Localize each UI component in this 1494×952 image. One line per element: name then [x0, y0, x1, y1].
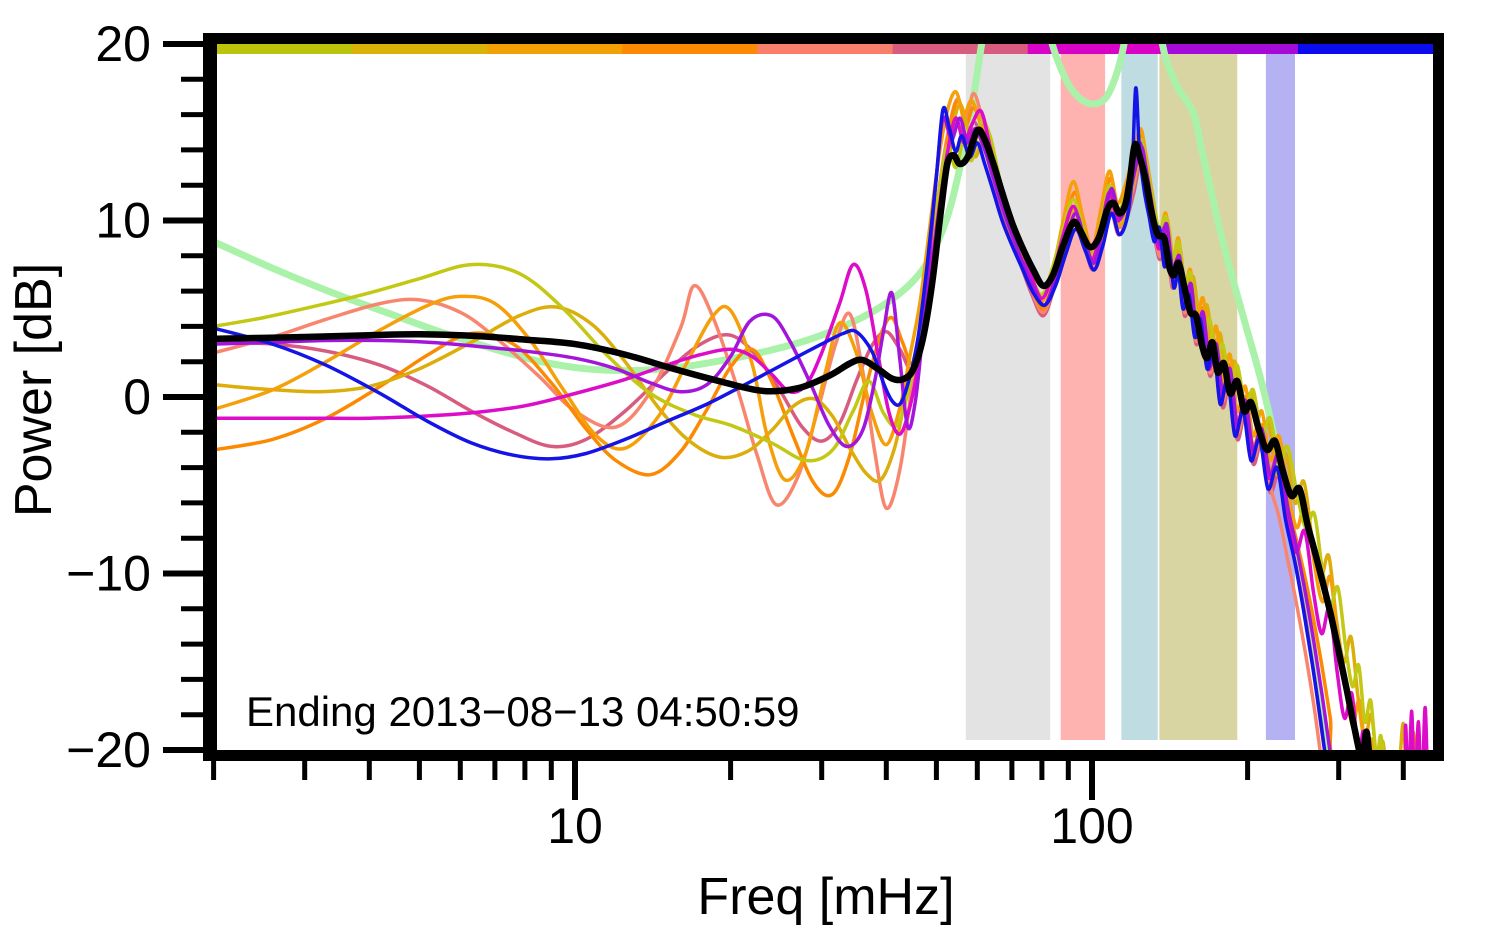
- y-tick-label: 0: [123, 369, 151, 425]
- band-pink: [1060, 54, 1106, 740]
- color-bar-segment-8: [1162, 44, 1299, 54]
- band-lavender: [1265, 54, 1295, 740]
- top-axis-line: [203, 33, 1444, 44]
- x-tick-label: 10: [547, 798, 603, 854]
- color-bar-segment-5: [757, 44, 894, 54]
- color-bar-segment-6: [892, 44, 1029, 54]
- series-trace-orange: [217, 89, 1375, 750]
- series-smooth-background: [217, 44, 1332, 750]
- color-bar-segment-7: [1027, 44, 1164, 54]
- y-axis-title: Power [dB]: [5, 262, 63, 518]
- series-trace-blue: [217, 86, 1327, 750]
- y-tick-label: 20: [95, 16, 151, 72]
- color-bar-segment-9: [1297, 44, 1434, 54]
- y-tick-label: −10: [66, 546, 151, 602]
- color-bar-segment-4: [622, 44, 758, 54]
- right-axis-line: [1433, 33, 1444, 761]
- top-color-bar: [217, 44, 1434, 54]
- x-axis-title: Freq [mHz]: [697, 868, 955, 926]
- series-trace-mean-black: [217, 126, 1373, 750]
- color-bar-segment-2: [352, 44, 488, 54]
- axis-ticks: [163, 41, 1406, 800]
- series-trace-purple: [217, 115, 1332, 750]
- ending-time-annotation: Ending 2013−08−13 04:50:59: [246, 688, 800, 735]
- band-gray: [965, 54, 1051, 740]
- frequency-bands: [965, 54, 1295, 740]
- y-tick-label: 10: [95, 193, 151, 249]
- y-tick-label: −20: [66, 722, 151, 778]
- color-bar-segment-1: [217, 44, 353, 54]
- spectral-traces: [217, 44, 1429, 750]
- x-tick-label: 100: [1050, 798, 1133, 854]
- color-bar-segment-3: [487, 44, 623, 54]
